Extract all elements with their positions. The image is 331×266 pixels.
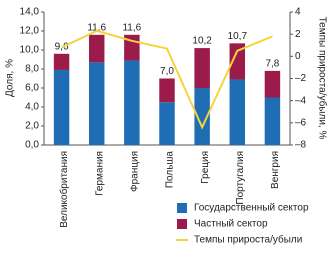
x-tick-label: Португалия: [235, 151, 246, 205]
bar-segment: [53, 69, 70, 145]
legend-swatch: [177, 203, 187, 213]
bar-segment: [264, 97, 281, 145]
bar-segment: [88, 62, 105, 145]
y-tick-label: 14,0: [20, 7, 40, 18]
y-tick-label: 8,0: [25, 64, 39, 75]
bar-segment: [124, 60, 140, 146]
legend-label: Государственный сектор: [194, 203, 309, 214]
y-tick-label: 6,0: [25, 83, 39, 94]
total-label: 7,8: [265, 59, 279, 70]
total-label: 7,0: [160, 66, 174, 77]
bar-segment: [264, 70, 281, 98]
y-tick-label: 12,0: [20, 26, 40, 37]
total-label: 10,7: [228, 31, 248, 42]
legend-label: Темпы прироста/убыли: [194, 234, 302, 246]
bar-segment: [194, 88, 210, 145]
bar-segment: [194, 48, 210, 88]
y-tick-label: 4,0: [25, 102, 39, 113]
x-tick-label: Германия: [94, 151, 105, 196]
y-axis-title: Доля, %: [5, 59, 16, 97]
y2-tick-label: 4: [295, 7, 301, 18]
x-tick-label: Венгрия: [270, 151, 281, 189]
bar-segment: [88, 34, 105, 63]
y2-tick-label: –4: [295, 95, 307, 106]
x-tick-label: Польша: [165, 151, 176, 189]
x-tick-label: Франция: [129, 151, 140, 192]
y-tick-label: 0,0: [25, 140, 39, 151]
y2-tick-label: –2: [295, 73, 307, 84]
legend-swatch: [177, 219, 187, 229]
y2-axis-title: Темпы прироста/убыли, %: [316, 17, 328, 140]
y-tick-label: 10,0: [20, 45, 40, 56]
x-tick-label: Греция: [200, 151, 211, 184]
line-series: [61, 29, 273, 130]
total-label: 11,6: [122, 22, 141, 33]
y2-tick-label: 0: [295, 51, 301, 62]
bar-segment: [159, 78, 175, 103]
y2-tick-label: –6: [295, 117, 307, 128]
y-tick-label: 2,0: [25, 121, 39, 132]
total-label: 11,6: [87, 22, 106, 33]
bar-segment: [159, 102, 175, 145]
bar-segment: [229, 43, 246, 80]
y2-tick-label: –8: [295, 140, 307, 151]
bar-segment: [229, 79, 246, 145]
bar-segment: [53, 53, 70, 70]
x-tick-label: Великобритания: [58, 151, 70, 228]
legend-label: Частный сектор: [194, 219, 268, 230]
y2-tick-label: 2: [295, 29, 301, 40]
total-label: 10,2: [192, 36, 212, 47]
